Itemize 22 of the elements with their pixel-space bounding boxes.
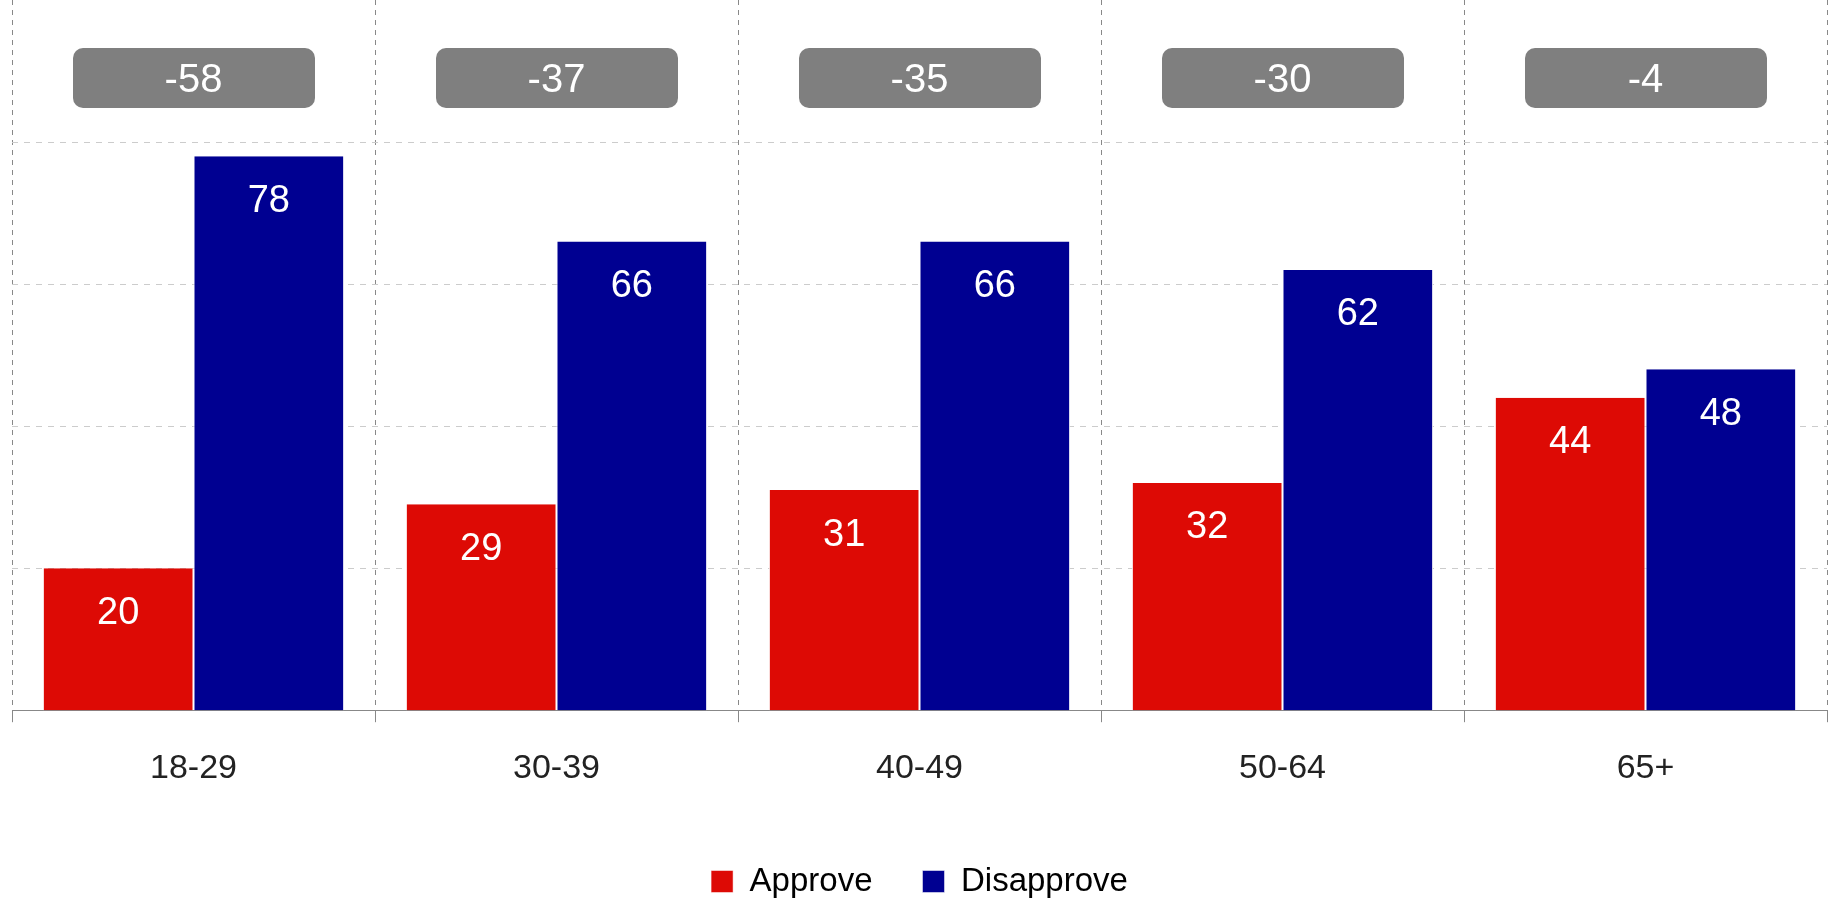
data-label: 66 xyxy=(973,262,1016,305)
rounded-box: -58 xyxy=(72,48,315,108)
rounded-box: -37 xyxy=(435,48,678,108)
data-label: 48 xyxy=(1699,390,1742,433)
x-tick-label: 18-29 xyxy=(150,746,237,785)
x-tick-label: 65+ xyxy=(1616,746,1675,785)
data-label: 44 xyxy=(1549,419,1592,462)
legend-label: Disapprove xyxy=(961,860,1128,898)
x-tick-label: 30-39 xyxy=(513,746,600,785)
data-label: 20 xyxy=(97,589,140,632)
rounded-box: -30 xyxy=(1161,48,1404,108)
x-tick-label: 50-64 xyxy=(1239,746,1326,785)
x-tick-label: 40-49 xyxy=(876,746,963,785)
data-label: 29 xyxy=(460,525,503,568)
rounded-box: -4 xyxy=(1524,48,1767,108)
rounded-box: -35 xyxy=(798,48,1041,108)
data-label: 66 xyxy=(610,262,653,305)
data-label: 32 xyxy=(1186,504,1229,547)
data-label: 78 xyxy=(247,177,290,220)
legend-label: Approve xyxy=(749,860,873,898)
data-label: 62 xyxy=(1336,291,1379,334)
data-label: 31 xyxy=(823,511,866,554)
